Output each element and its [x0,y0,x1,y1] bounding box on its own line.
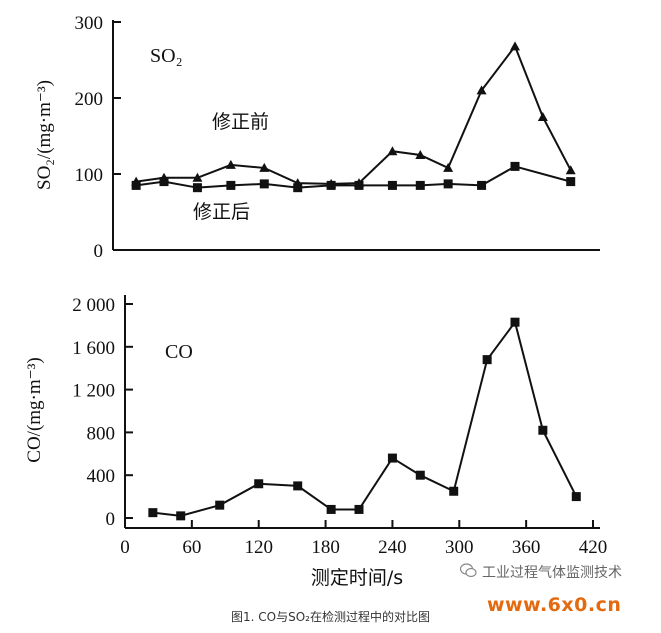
co-x-ticks: 0 60 120 180 240 300 360 420 [120,520,607,558]
co-series-group [148,317,581,521]
co-square-marker [354,504,364,514]
co-square-marker [571,492,581,502]
so2-y-tick-label: 100 [75,165,104,186]
so2-panel: 0 100 200 300 SO₂ SO₂/(mg·m⁻³) 修正前 修正后 [34,13,600,262]
co-panel: 0 400 800 1 200 1 600 2 000 0 60 120 180 240 300 36… [24,295,607,589]
watermark-text: 工业过程气体监测技术 [482,565,622,581]
so2-before-triangle-marker [443,162,454,172]
so2-before-triangle-marker [387,146,398,156]
so2-after-square-marker [192,183,202,193]
so2-before-triangle-marker [415,150,426,159]
co-y-tick-label: 0 [106,509,116,530]
so2-before-triangle-marker [192,172,203,182]
so2-y-axis-label: SO₂/(mg·m⁻³) [34,80,55,190]
x-axis-label: 测定时间/s [311,567,403,589]
so2-before-line [136,44,572,185]
so2-before-triangle-marker [225,159,236,169]
co-square-marker [293,481,303,491]
co-y-tick-label: 800 [87,423,116,444]
so2-after-square-marker [566,177,576,187]
co-panel-label: CO [165,341,193,363]
co-square-marker [215,500,225,510]
co-square-marker [176,511,186,521]
co-y-ticks: 0 400 800 1 200 1 600 2 000 [72,295,133,530]
co-y-tick-label: 2 000 [72,295,115,316]
so2-before-triangle-marker [476,85,487,95]
so2-after-square-marker [415,180,425,190]
so2-series-group [131,41,576,193]
so2-panel-label: SO₂ [150,45,183,67]
co-x-tick-label: 120 [244,537,273,558]
co-square-marker [415,470,425,480]
so2-after-square-marker [326,180,336,190]
co-square-marker [449,486,459,496]
so2-after-square-marker [131,180,141,190]
so2-after-line [136,165,571,189]
series-label-before: 修正前 [212,111,269,133]
so2-before-triangle-marker [537,112,548,121]
so2-after-square-marker [259,179,269,189]
so2-after-square-marker [510,161,520,171]
so2-after-square-marker [226,180,236,190]
so2-after-square-marker [443,179,453,189]
series-label-after: 修正后 [193,201,250,223]
so2-after-square-marker [477,180,487,190]
so2-before-triangle-marker [565,165,576,175]
so2-after-square-marker [293,183,303,193]
co-square-marker [510,317,520,327]
co-x-tick-label: 60 [182,537,201,558]
figure-caption: 图1. CO与SO₂在检测过程中的对比图 [231,610,430,624]
co-x-tick-label: 0 [120,537,130,558]
co-square-marker [254,479,264,489]
co-x-tick-label: 180 [311,537,340,558]
so2-y-ticks: 0 100 200 300 [75,13,121,262]
co-square-marker [538,425,548,435]
so2-after-square-marker [387,180,397,190]
co-x-tick-label: 240 [378,537,407,558]
so2-y-tick-label: 300 [75,13,104,34]
co-x-tick-label: 420 [579,537,608,558]
co-square-marker [148,508,158,518]
co-x-tick-label: 360 [512,537,541,558]
so2-after-square-marker [159,177,169,187]
co-line [152,319,578,517]
so2-y-tick-label: 200 [75,89,104,110]
co-y-tick-label: 400 [87,466,116,487]
co-y-tick-label: 1 200 [72,381,115,402]
watermark-site: www.6x0.cn [487,594,622,616]
co-x-tick-label: 300 [445,537,474,558]
so2-before-triangle-marker [259,162,270,172]
wechat-icon [460,563,477,578]
so2-y-tick-label: 0 [94,241,104,262]
so2-after-square-marker [354,180,364,190]
co-square-marker [387,453,397,463]
co-square-marker [326,504,336,514]
co-y-axis-label: CO/(mg·m⁻³) [24,357,45,462]
so2-before-triangle-marker [510,41,520,51]
co-y-tick-label: 1 600 [72,338,115,359]
co-square-marker [482,355,492,365]
